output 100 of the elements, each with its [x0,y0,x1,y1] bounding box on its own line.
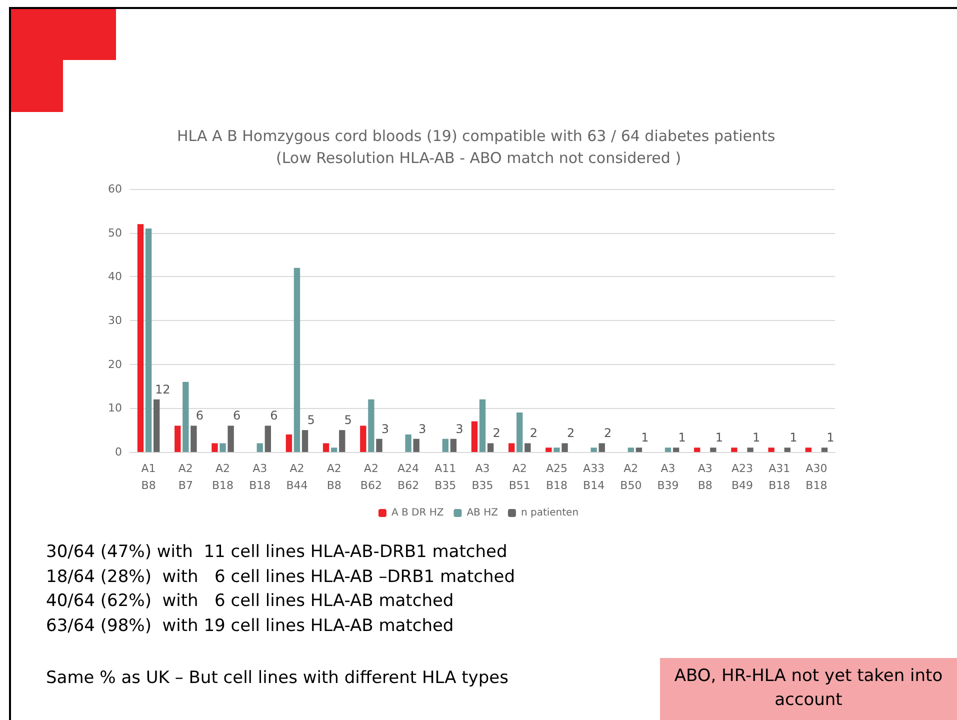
x-tick-label: A2 B51 [508,462,530,492]
bar [590,448,597,452]
data-label: 1 [752,430,760,445]
bar [450,438,457,452]
bar [508,443,515,452]
bar [182,382,189,452]
bar [821,448,828,452]
x-tick-label: A2 B7 [178,462,193,492]
data-label: 3 [381,422,390,436]
bar [212,443,218,452]
bar [562,443,568,452]
y-tick-label: 10 [108,402,122,415]
x-tick-label: A3 B8 [698,462,712,492]
bar [442,438,448,452]
data-label: 1 [715,430,723,445]
bar [710,448,716,452]
text: Same % as UK – But cell lines with different HLA types [46,668,508,688]
bar [154,399,160,452]
bar [339,430,346,452]
bar [376,438,382,452]
data-label: 2 [566,426,575,440]
x-tick-label: A2 B18 [212,462,234,492]
y-tick-label: 20 [108,358,122,371]
bar [330,448,338,452]
bar [220,443,226,452]
x-tick-label: A3 B35 [472,462,494,492]
bar [228,426,234,452]
bar [145,228,152,452]
x-tick-label: A2 B8 [326,462,342,492]
data-label: 1 [678,430,686,445]
data-label: 3 [418,422,426,436]
data-label: 2 [530,426,538,440]
text: ABO, HR-HLA not yet taken into account [660,658,957,720]
bar [546,448,552,452]
bar [516,412,523,452]
x-tick-label: A1 B8 [141,462,156,492]
bar [322,443,330,452]
x-tick-label: A2 B50 [620,462,642,492]
legend-label: AB HZ [466,508,498,518]
data-label: 5 [307,413,315,428]
legend-label: A B DR HZ [391,508,444,518]
legend-label: n patienten [520,508,579,518]
bar [487,443,494,452]
data-label: 2 [604,426,612,440]
bar [190,426,197,452]
bar [413,438,420,452]
data-label: 5 [344,413,352,428]
data-label: 2 [492,426,500,440]
bar [628,448,634,452]
bar [664,448,672,452]
y-tick-label: 40 [108,270,122,284]
bar [784,448,790,452]
y-tick-label: 60 [108,182,122,196]
chart-title: HLA A B Homzygous cord bloods (19) compatible with 63 / 64 diabetes patients (Low Resolution HLA-AB - ABO match not considered ) [177,127,780,167]
x-tick-label: A2 B62 [360,462,382,492]
bar [598,443,605,452]
bar [747,448,754,452]
bar [479,399,486,452]
y-tick-label: 30 [108,314,122,327]
bar [636,448,642,452]
bar [294,268,300,452]
x-tick-label: A3 B39 [657,462,679,492]
bar [256,443,263,452]
x-tick-label: A24 B62 [398,462,420,492]
x-tick-label: A31 B18 [768,462,790,492]
bar [405,434,412,452]
data-label: 6 [270,408,278,423]
bar [302,430,308,452]
bar [554,448,560,452]
data-label: 1 [790,430,798,445]
bar [524,443,531,452]
text: 63/64 (98%) with 19 cell lines HLA-AB matched [46,614,455,638]
x-tick-label: A33 B14 [583,462,605,492]
bar [286,434,292,452]
x-tick-label: A23 B49 [731,462,754,492]
bar [694,448,700,452]
bar [137,224,144,452]
data-label: 6 [196,408,204,423]
data-label: 6 [232,408,241,423]
y-tick-label: 50 [108,226,122,240]
bar [768,448,774,452]
data-label: 12 [154,382,170,396]
x-tick-label: A11 B35 [434,462,456,492]
bar [174,426,181,452]
text: 30/64 (47%) with 11 cell lines HLA-AB-DRB1 matched [46,541,508,564]
x-tick-label: A25 B18 [546,462,568,492]
bar [368,399,374,452]
text: 18/64 (28%) with 6 cell lines HLA-AB –DRB1 matched [46,566,516,588]
bar [672,448,680,452]
y-tick-label: 0 [115,446,122,458]
data-label: 3 [456,422,464,436]
data-label: 1 [641,430,649,445]
bar [805,448,812,452]
bar [471,421,478,452]
x-tick-label: A30 B18 [806,462,828,492]
x-tick-label: A3 B18 [249,462,271,492]
x-tick-label: A2 B44 [286,462,308,492]
data-label: 1 [826,430,834,445]
bar [264,426,271,452]
bar [731,448,738,452]
